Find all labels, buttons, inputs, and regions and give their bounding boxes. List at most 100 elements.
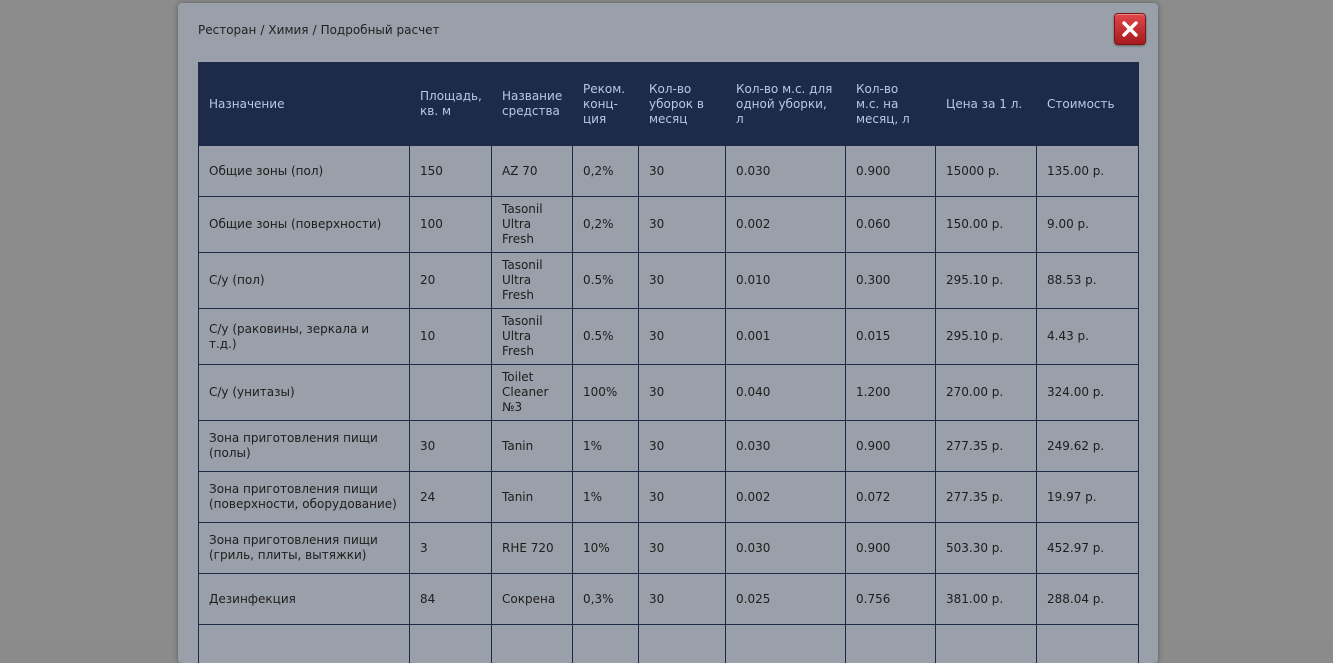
cell-area: 150 — [410, 146, 492, 197]
cell-concentration: 1% — [573, 472, 639, 523]
cell-area: 100 — [410, 197, 492, 253]
cell-price-per-liter: 295.10 р. — [936, 253, 1037, 309]
cell-cleanings-per-month: 30 — [639, 197, 726, 253]
cell-price-per-liter: 503.30 р. — [936, 523, 1037, 574]
cell-concentration: 10% — [573, 523, 639, 574]
cell-cleanings-per-month: 30 — [639, 421, 726, 472]
table-row: Дезинфекция 84 Сокрена 0,3% 30 0.025 0.7… — [199, 574, 1139, 625]
cell-concentration: 0.5% — [573, 309, 639, 365]
cell-cleanings-per-month: 30 — [639, 309, 726, 365]
cell-purpose: С/у (пол) — [199, 253, 410, 309]
cell-price-per-liter: 277.35 р. — [936, 421, 1037, 472]
cell-product-name: Tasonil Ultra Fresh — [492, 197, 573, 253]
table-row — [199, 625, 1139, 663]
cell-area: 10 — [410, 309, 492, 365]
cell-product-name: Tanin — [492, 421, 573, 472]
cell-cleanings-per-month — [639, 625, 726, 663]
cell-purpose: Общие зоны (поверхности) — [199, 197, 410, 253]
column-header-product-name: Название средства — [492, 63, 573, 146]
table-header-row: Назначение Площадь, кв. м Название средс… — [199, 63, 1139, 146]
cell-solution-per-month: 0.300 — [846, 253, 936, 309]
cell-product-name: AZ 70 — [492, 146, 573, 197]
cell-cleanings-per-month: 30 — [639, 574, 726, 625]
cell-cost: 135.00 р. — [1037, 146, 1139, 197]
table-row: Зона приготовления пищи (гриль, плиты, в… — [199, 523, 1139, 574]
cell-product-name: Tanin — [492, 472, 573, 523]
cell-area — [410, 625, 492, 663]
cell-cost: 288.04 р. — [1037, 574, 1139, 625]
cell-concentration: 1% — [573, 421, 639, 472]
breadcrumb-item-restaurant[interactable]: Ресторан — [198, 23, 256, 37]
cell-solution-per-cleaning: 0.030 — [726, 523, 846, 574]
cell-purpose — [199, 625, 410, 663]
cell-solution-per-month — [846, 625, 936, 663]
cell-solution-per-month: 0.015 — [846, 309, 936, 365]
cell-product-name: Tasonil Ultra Fresh — [492, 253, 573, 309]
cell-purpose: С/у (раковины, зеркала и т.д.) — [199, 309, 410, 365]
cell-solution-per-month: 0.900 — [846, 421, 936, 472]
cell-solution-per-month: 0.900 — [846, 146, 936, 197]
cell-solution-per-cleaning: 0.002 — [726, 472, 846, 523]
breadcrumb-separator: / — [260, 23, 264, 37]
cell-cost — [1037, 625, 1139, 663]
cell-solution-per-month: 0.900 — [846, 523, 936, 574]
cell-cleanings-per-month: 30 — [639, 523, 726, 574]
cell-solution-per-cleaning: 0.040 — [726, 365, 846, 421]
cell-area: 3 — [410, 523, 492, 574]
breadcrumb-separator: / — [313, 23, 317, 37]
cell-solution-per-cleaning: 0.002 — [726, 197, 846, 253]
cell-cost: 249.62 р. — [1037, 421, 1139, 472]
table-row: С/у (раковины, зеркала и т.д.) 10 Tasoni… — [199, 309, 1139, 365]
cell-product-name: Toilet Cleaner №3 — [492, 365, 573, 421]
cell-cost: 452.97 р. — [1037, 523, 1139, 574]
cell-solution-per-cleaning: 0.001 — [726, 309, 846, 365]
calculation-table: Назначение Площадь, кв. м Название средс… — [198, 62, 1139, 663]
column-header-cleanings-per-month: Кол-во уборок в месяц — [639, 63, 726, 146]
close-button[interactable] — [1114, 13, 1146, 45]
cell-purpose: Зона приготовления пищи (гриль, плиты, в… — [199, 523, 410, 574]
table-row: Общие зоны (поверхности) 100 Tasonil Ult… — [199, 197, 1139, 253]
cell-purpose: Зона приготовления пищи (поверхности, об… — [199, 472, 410, 523]
cell-purpose: Дезинфекция — [199, 574, 410, 625]
cell-concentration: 0,2% — [573, 146, 639, 197]
table-row: С/у (унитазы) Toilet Cleaner №3 100% 30 … — [199, 365, 1139, 421]
breadcrumb: Ресторан / Химия / Подробный расчет — [198, 23, 440, 37]
column-header-solution-per-month: Кол-во м.с. на месяц, л — [846, 63, 936, 146]
cell-concentration — [573, 625, 639, 663]
breadcrumb-item-chemistry[interactable]: Химия — [268, 23, 308, 37]
table-row: Зона приготовления пищи (полы) 30 Tanin … — [199, 421, 1139, 472]
cell-area: 30 — [410, 421, 492, 472]
cell-area: 20 — [410, 253, 492, 309]
cell-price-per-liter: 15000 р. — [936, 146, 1037, 197]
cell-cost: 324.00 р. — [1037, 365, 1139, 421]
cell-product-name: Сокрена — [492, 574, 573, 625]
cell-cost: 88.53 р. — [1037, 253, 1139, 309]
cell-solution-per-cleaning — [726, 625, 846, 663]
cell-concentration: 0.5% — [573, 253, 639, 309]
cell-price-per-liter: 381.00 р. — [936, 574, 1037, 625]
cell-purpose: Зона приготовления пищи (полы) — [199, 421, 410, 472]
cell-cost: 4.43 р. — [1037, 309, 1139, 365]
cell-cleanings-per-month: 30 — [639, 253, 726, 309]
cell-area: 84 — [410, 574, 492, 625]
cell-concentration: 0,3% — [573, 574, 639, 625]
cell-concentration: 0,2% — [573, 197, 639, 253]
cell-price-per-liter: 270.00 р. — [936, 365, 1037, 421]
cell-solution-per-cleaning: 0.010 — [726, 253, 846, 309]
calculation-modal: Ресторан / Химия / Подробный расчет Назначен… — [178, 3, 1158, 663]
breadcrumb-item-detailed-calculation: Подробный расчет — [321, 23, 440, 37]
cell-solution-per-month: 0.756 — [846, 574, 936, 625]
cell-area: 24 — [410, 472, 492, 523]
cell-solution-per-month: 0.072 — [846, 472, 936, 523]
cell-area — [410, 365, 492, 421]
cell-cleanings-per-month: 30 — [639, 146, 726, 197]
cell-product-name — [492, 625, 573, 663]
cell-purpose: С/у (унитазы) — [199, 365, 410, 421]
cell-purpose: Общие зоны (пол) — [199, 146, 410, 197]
cell-cost: 19.97 р. — [1037, 472, 1139, 523]
column-header-concentration: Реком. конц-ция — [573, 63, 639, 146]
cell-price-per-liter: 277.35 р. — [936, 472, 1037, 523]
column-header-area: Площадь, кв. м — [410, 63, 492, 146]
column-header-purpose: Назначение — [199, 63, 410, 146]
cell-solution-per-cleaning: 0.025 — [726, 574, 846, 625]
